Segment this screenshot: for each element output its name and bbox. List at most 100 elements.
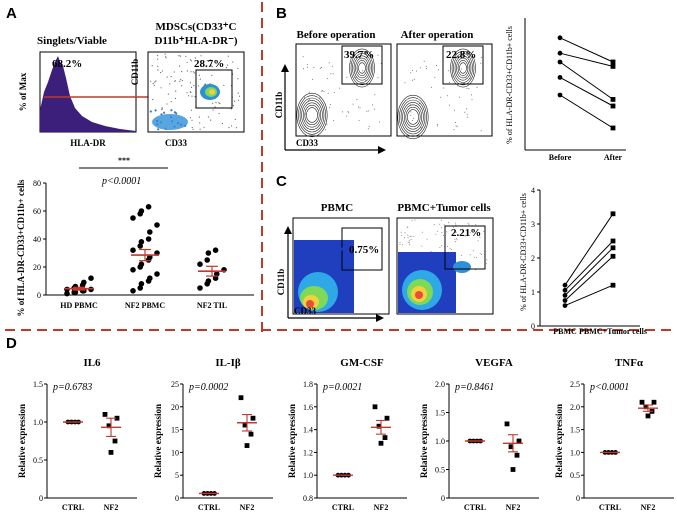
- d-nf2-point: [114, 415, 120, 421]
- noise-dot: [181, 85, 183, 87]
- d-category-label: NF2: [506, 503, 521, 512]
- scatter-point: [197, 285, 203, 291]
- noise-dot: [333, 120, 335, 122]
- noise-dot: [412, 79, 414, 81]
- d-chart-pvalue: p<0.0001: [589, 382, 629, 393]
- paired-line: [564, 284, 614, 307]
- noise-dot: [467, 222, 469, 224]
- scatter-point: [130, 215, 136, 221]
- noise-dot: [191, 126, 193, 129]
- noise-dot: [466, 66, 468, 68]
- noise-dot: [410, 235, 412, 237]
- noise-dot: [155, 80, 157, 82]
- noise-dot: [433, 224, 435, 225]
- noise-dot: [149, 110, 152, 113]
- density-2-core: [415, 291, 423, 299]
- noise-dot: [441, 232, 443, 234]
- noise-dot: [417, 113, 419, 115]
- scatter-point: [154, 222, 160, 228]
- noise-dot: [217, 63, 219, 65]
- d-nf2-point: [639, 399, 645, 405]
- d-category-label: CTRL: [62, 503, 84, 512]
- paired-line: [559, 37, 614, 63]
- noise-dot: [352, 65, 354, 67]
- scatter-category-label: NF2 PBMC: [125, 301, 165, 310]
- noise-dot: [167, 93, 169, 95]
- noise-dot: [163, 111, 166, 114]
- noise-dot: [341, 111, 343, 113]
- b-ylabel: CD11b: [274, 92, 284, 119]
- paired-y-tick-label: 0: [531, 322, 535, 331]
- panel-b-contour-1: Before operation 39.7%: [295, 29, 392, 138]
- d-nf2-point: [244, 443, 250, 448]
- d-ylabel: Relative expression: [554, 404, 564, 478]
- noise-dot: [153, 84, 155, 86]
- noise-dot: [413, 117, 415, 119]
- noise-dot: [198, 74, 200, 76]
- noise-dot: [302, 56, 304, 58]
- scatter-y-tick-label: 0: [37, 291, 41, 300]
- contour-ring: [301, 100, 323, 130]
- noise-dot: [218, 102, 220, 104]
- c-yaxis-arrowhead: [284, 226, 292, 234]
- dotplot-title-line1: MDSCs(CD33⁺C: [156, 21, 237, 33]
- density-1-percent: 0.75%: [349, 244, 379, 256]
- noise-dot: [170, 75, 172, 78]
- scatter-point: [154, 271, 160, 277]
- noise-dot: [190, 71, 192, 73]
- noise-dot: [221, 122, 223, 125]
- noise-dot: [311, 78, 313, 80]
- d-y-tick-label: 5: [175, 471, 179, 480]
- noise-dot: [410, 104, 412, 106]
- scatter-y-tick-label: 40: [33, 235, 41, 244]
- paired-point: [610, 211, 616, 217]
- noise-dot: [166, 103, 168, 105]
- scatter-point: [130, 267, 136, 273]
- noise-dot: [453, 226, 455, 228]
- noise-dot: [406, 226, 408, 228]
- noise-dot: [421, 231, 423, 233]
- noise-dot: [209, 83, 211, 85]
- noise-dot: [456, 238, 458, 239]
- contour-ring: [302, 102, 322, 128]
- b-xlabel: CD33: [296, 138, 318, 148]
- dotplot-ylabel: CD11b: [130, 59, 140, 86]
- noise-dot: [151, 65, 153, 67]
- scatter-point: [214, 271, 220, 277]
- noise-dot: [189, 117, 191, 119]
- noise-dot: [192, 128, 194, 130]
- paired-line: [559, 94, 614, 129]
- noise-dot: [210, 119, 212, 121]
- noise-dot: [476, 86, 478, 88]
- d-y-tick-label: 20: [171, 403, 179, 412]
- scatter-point: [88, 275, 94, 282]
- paired-point: [610, 125, 616, 131]
- paired-line: [559, 61, 614, 100]
- paired-point: [562, 303, 568, 308]
- histogram-percent: 68.2%: [52, 58, 82, 70]
- paired-category-label: Before: [549, 153, 572, 162]
- noise-dot: [211, 66, 213, 68]
- d-y-tick-label: 0: [39, 494, 43, 503]
- paired-y-tick-label: 1: [531, 288, 535, 297]
- scatter-point: [137, 243, 143, 249]
- noise-dot: [379, 121, 380, 123]
- noise-dot: [348, 112, 350, 114]
- d-nf2-point: [102, 412, 108, 417]
- noise-dot: [412, 119, 414, 121]
- panel-a-dotplot: MDSCs(CD33⁺C D11b⁺HLA-DR⁻) 28.7% CD11b C…: [130, 21, 245, 148]
- noise-dot: [455, 231, 457, 233]
- noise-dot: [430, 251, 432, 252]
- d-nf2-point: [643, 404, 649, 410]
- scatter-category-label: NF2 TIL: [197, 301, 227, 310]
- density-blob-core: [209, 89, 215, 95]
- d-nf2-point: [238, 395, 244, 401]
- paired-point: [557, 75, 563, 80]
- scatter-point: [205, 278, 212, 284]
- noise-dot: [399, 243, 401, 245]
- d-nf2-point: [510, 467, 516, 472]
- contour-1-rings: [296, 48, 382, 138]
- scatter-point: [64, 290, 70, 297]
- d-chart-pvalue: p=0.0021: [322, 382, 362, 393]
- noise-dot: [404, 237, 406, 239]
